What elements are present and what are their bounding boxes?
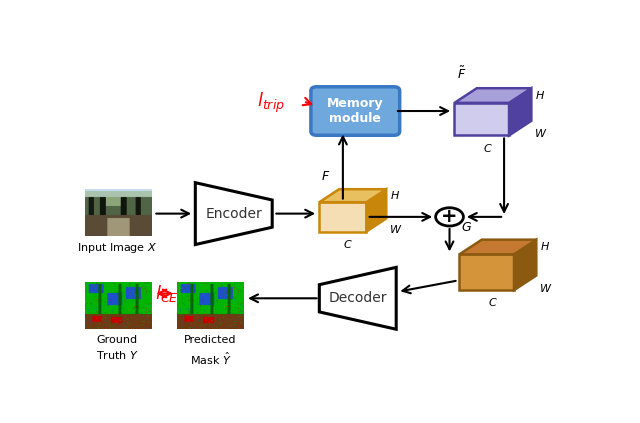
Text: H: H (390, 191, 399, 201)
Text: C: C (483, 143, 491, 154)
Text: H: H (540, 242, 548, 252)
Polygon shape (319, 189, 387, 202)
Polygon shape (454, 103, 509, 135)
Text: W: W (540, 283, 551, 294)
Text: Input Image $X$: Input Image $X$ (77, 241, 157, 255)
Text: W: W (390, 225, 401, 235)
Polygon shape (460, 254, 514, 290)
Polygon shape (319, 202, 367, 231)
Polygon shape (454, 88, 531, 103)
Text: C: C (344, 240, 351, 250)
Text: Decoder: Decoder (328, 291, 387, 305)
Text: Encoder: Encoder (205, 206, 262, 221)
Text: G: G (462, 221, 472, 234)
Text: H: H (535, 91, 544, 101)
Polygon shape (514, 240, 536, 290)
Polygon shape (367, 189, 387, 231)
Text: $\mathit{l}_{CE}$: $\mathit{l}_{CE}$ (155, 283, 179, 304)
Text: $\mathit{l}_{trip}$: $\mathit{l}_{trip}$ (257, 91, 285, 115)
Text: Memory
module: Memory module (327, 97, 383, 125)
Polygon shape (195, 183, 272, 244)
Text: +: + (441, 207, 458, 226)
Text: $\tilde{F}$: $\tilde{F}$ (457, 66, 467, 82)
Text: Ground
Truth $Y$: Ground Truth $Y$ (96, 335, 139, 361)
Text: Predicted
Mask $\hat{Y}$: Predicted Mask $\hat{Y}$ (184, 335, 237, 367)
Text: W: W (535, 129, 547, 139)
Circle shape (436, 208, 463, 226)
Text: C: C (488, 298, 496, 308)
Polygon shape (509, 88, 531, 135)
FancyBboxPatch shape (311, 87, 399, 135)
Text: F: F (322, 170, 329, 183)
Polygon shape (319, 267, 396, 329)
Polygon shape (460, 240, 536, 254)
